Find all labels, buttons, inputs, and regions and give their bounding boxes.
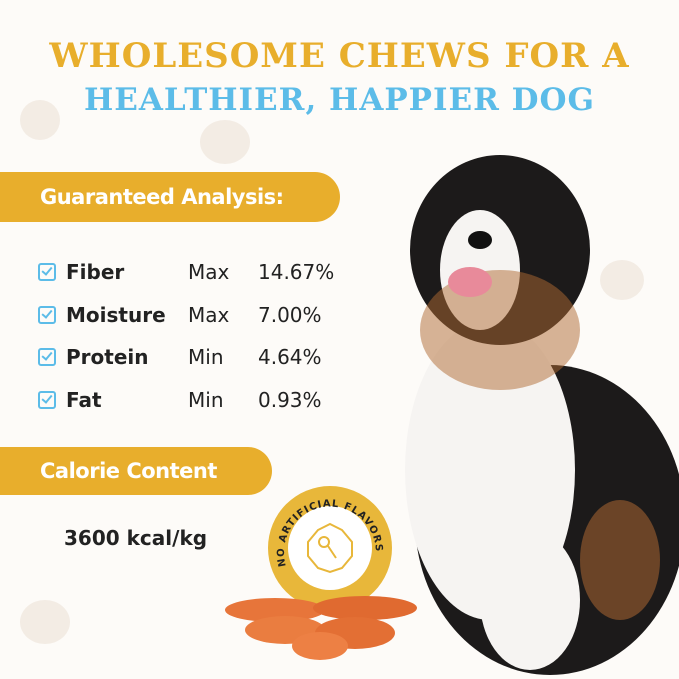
checkbox-icon — [38, 391, 56, 409]
no-artificial-flavors-badge: NO ARTIFICIAL FLAVORS — [268, 486, 392, 610]
flavor-molecule-icon — [307, 522, 353, 574]
dog-image — [405, 155, 679, 675]
headline-line-2: HEALTHIER, HAPPIER DOG — [83, 82, 596, 118]
paw-print-decoration — [600, 260, 644, 300]
chews-image — [225, 596, 417, 660]
checkbox-icon — [38, 348, 56, 366]
analysis-row: Protein Min 4.64% — [38, 345, 322, 369]
checkbox-icon — [38, 306, 56, 324]
calorie-value: 3600 kcal/kg — [64, 526, 208, 550]
analysis-banner: Guaranteed Analysis: — [0, 172, 340, 222]
analysis-row: Moisture Max 7.00% — [38, 303, 322, 327]
paw-print-decoration — [200, 120, 250, 164]
paw-print-decoration — [20, 600, 70, 644]
headline-line-1: WHOLESOME CHEWS FOR A — [49, 36, 630, 76]
analysis-row: Fat Min 0.93% — [38, 388, 322, 412]
calorie-banner: Calorie Content — [0, 447, 272, 495]
paw-print-decoration — [20, 100, 60, 140]
svg-text:NO ARTIFICIAL FLAVORS: NO ARTIFICIAL FLAVORS — [276, 498, 384, 567]
checkbox-icon — [38, 263, 56, 281]
analysis-row: Fiber Max 14.67% — [38, 260, 334, 284]
